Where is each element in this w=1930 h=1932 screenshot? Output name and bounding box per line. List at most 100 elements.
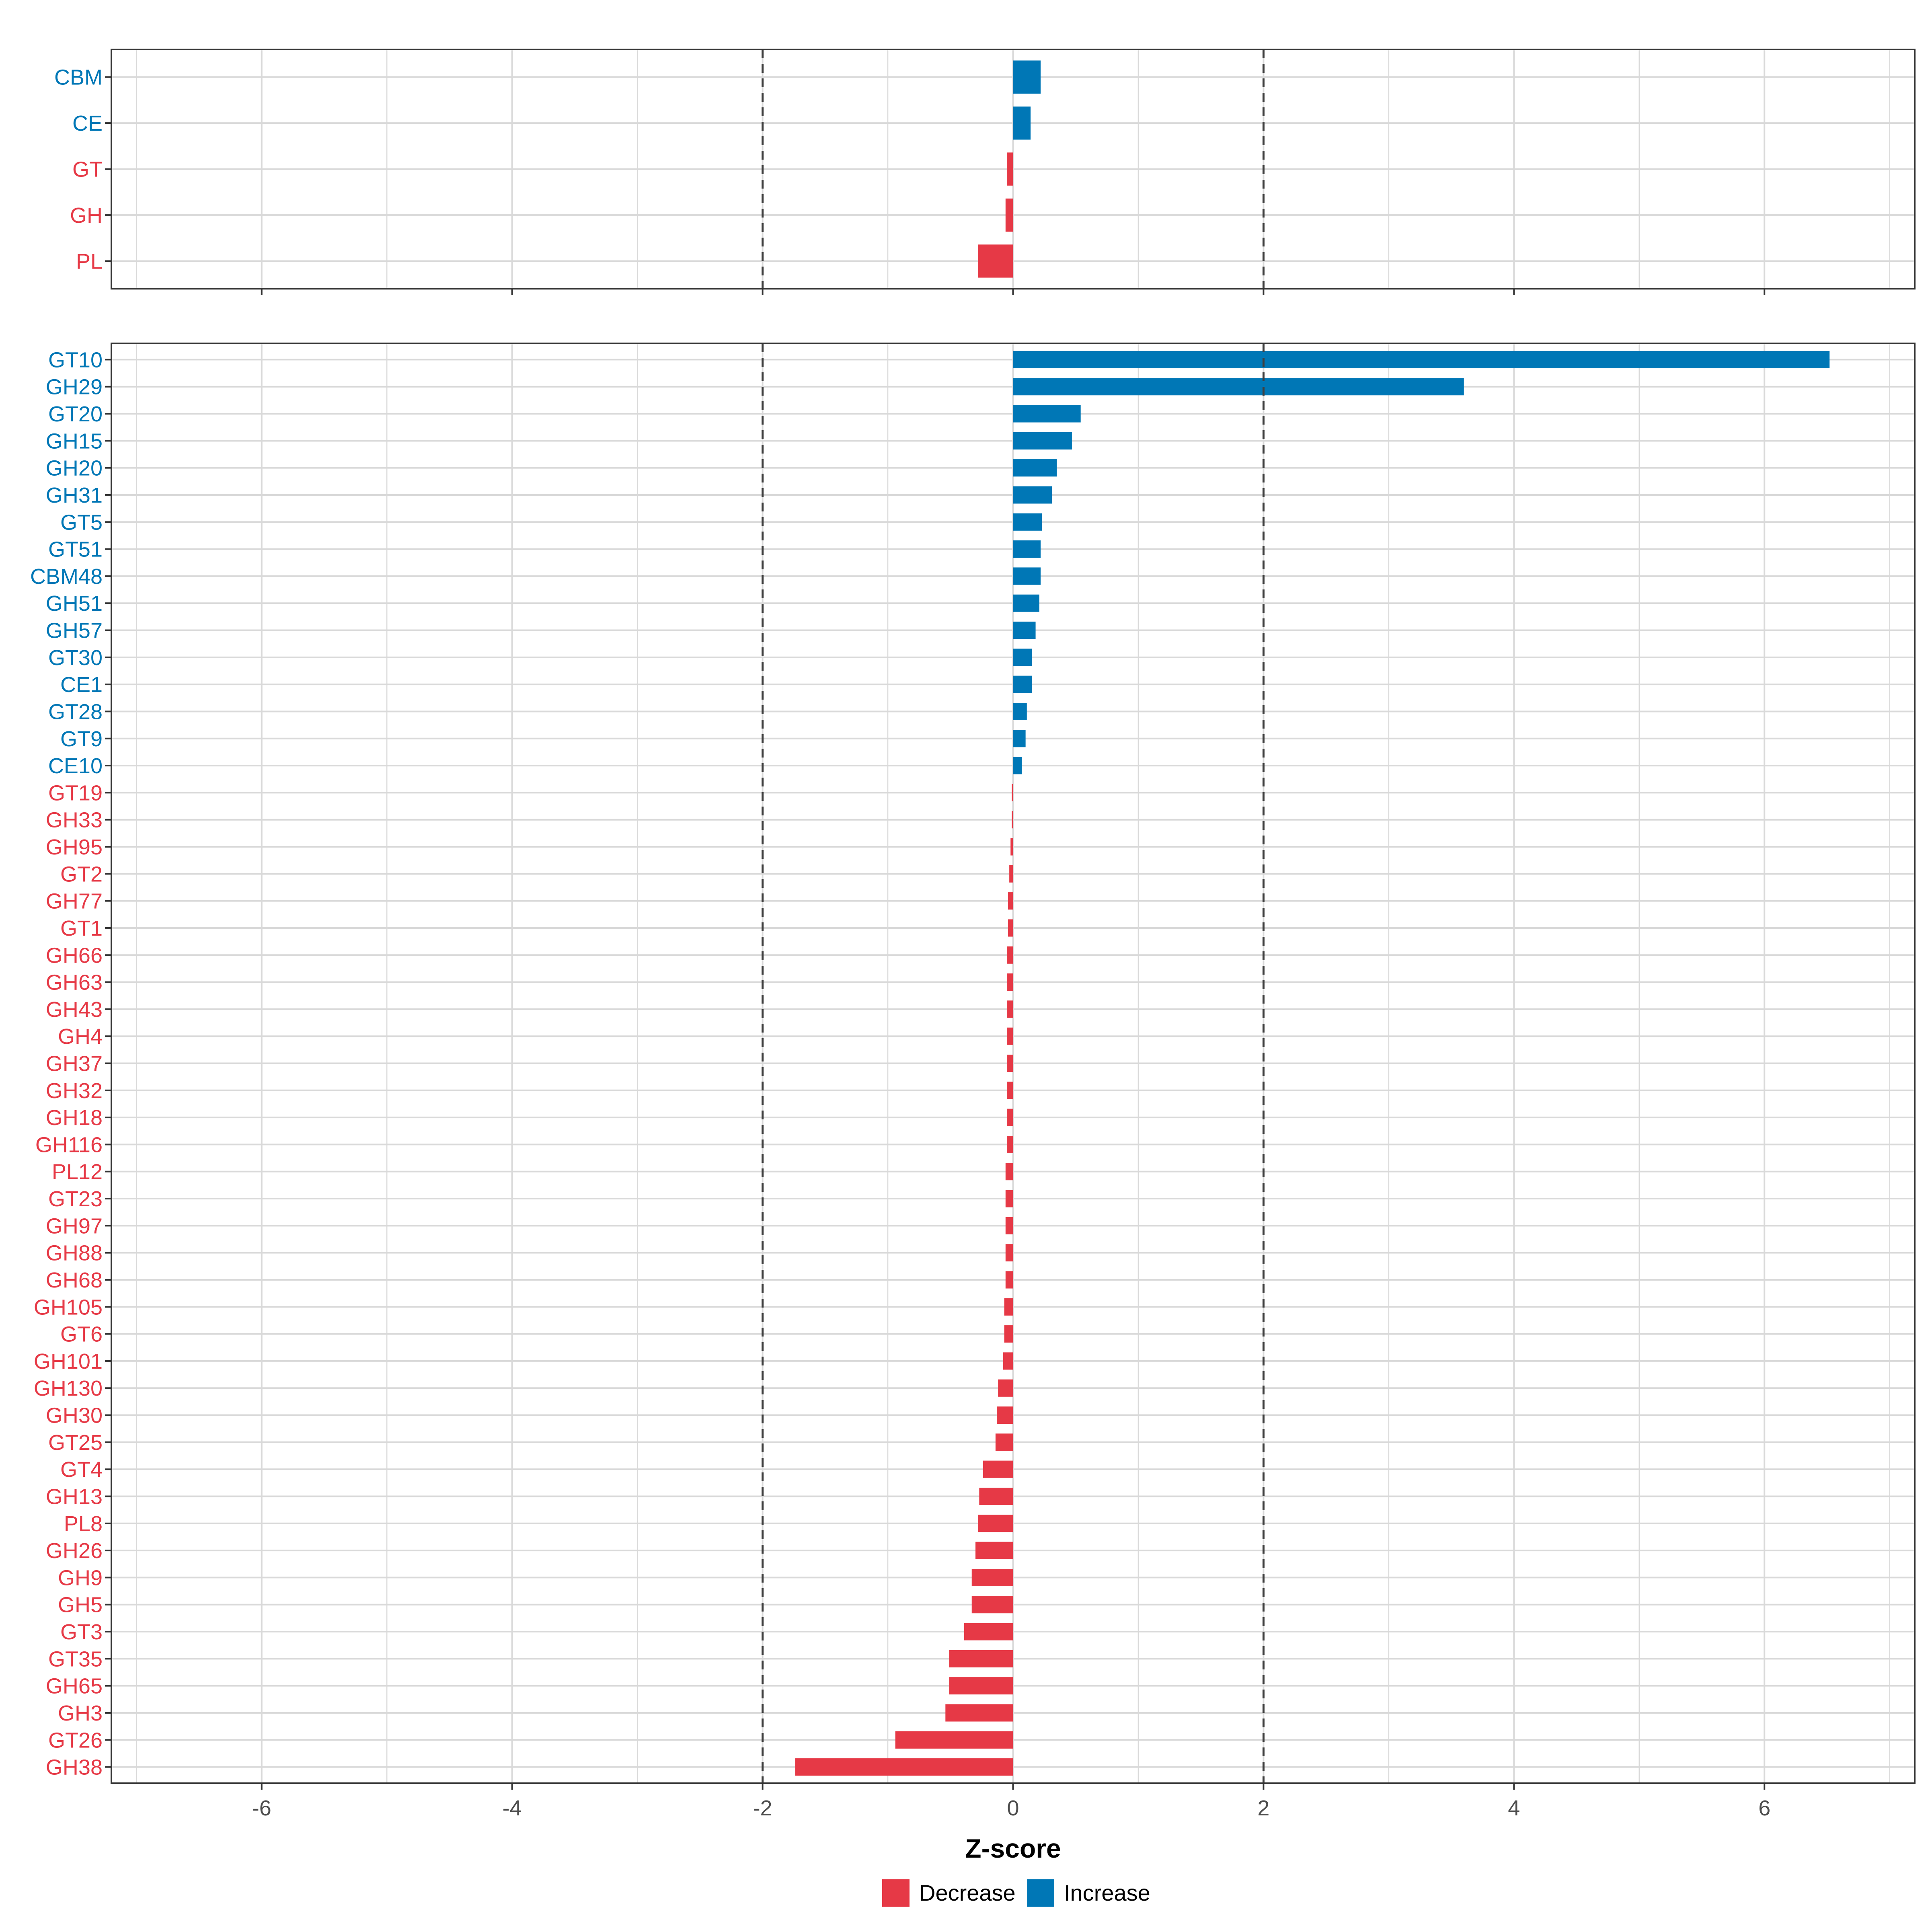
y-tick-label: GT2 <box>60 862 103 886</box>
bar-gt35 <box>949 1650 1013 1667</box>
y-tick-label: PL8 <box>64 1512 103 1536</box>
bar-gh51 <box>1013 594 1039 612</box>
y-tick-label: GT5 <box>60 510 103 534</box>
bar-gh15 <box>1013 432 1072 450</box>
y-tick-label: GH3 <box>58 1701 103 1725</box>
y-tick-label: GH97 <box>46 1214 103 1238</box>
bar-gt28 <box>1013 702 1027 720</box>
y-tick-label: GT10 <box>48 348 103 372</box>
y-tick-label: CBM48 <box>30 565 103 589</box>
y-tick-label: GH68 <box>46 1268 103 1292</box>
bar-gh105 <box>1004 1298 1013 1316</box>
bar-gt2 <box>1009 865 1013 883</box>
bar-gh26 <box>975 1542 1013 1559</box>
bar-gh13 <box>979 1487 1013 1505</box>
bar-gh65 <box>949 1677 1013 1695</box>
legend-label-increase: Increase <box>1064 1880 1150 1905</box>
y-tick-label: GH57 <box>46 619 103 643</box>
bar-gt9 <box>1013 730 1026 747</box>
bar-gh130 <box>998 1379 1013 1397</box>
bar-gt10 <box>1013 351 1830 368</box>
bar-gt26 <box>895 1731 1013 1749</box>
x-axis: -6 -4 -2 0 2 4 6 <box>252 1796 1771 1820</box>
y-tick-label: GH130 <box>34 1376 103 1400</box>
bar-gh43 <box>1006 1000 1013 1018</box>
x-tick-label: 6 <box>1758 1796 1770 1820</box>
y-tick-label: GT6 <box>60 1322 103 1347</box>
bar-gh63 <box>1006 973 1013 991</box>
bar-gh101 <box>1003 1352 1013 1370</box>
y-tick-label: GT30 <box>48 646 103 670</box>
legend-label-decrease: Decrease <box>919 1880 1016 1905</box>
x-tick-label: 4 <box>1508 1796 1520 1820</box>
bar-gt25 <box>995 1433 1013 1451</box>
y-tick-label: GT23 <box>48 1187 103 1211</box>
bar-ce1 <box>1013 675 1032 693</box>
bars <box>795 351 1830 1776</box>
bar-gh29 <box>1013 378 1464 396</box>
x-tick-label: 0 <box>1007 1796 1019 1820</box>
legend-swatch-increase <box>1027 1879 1054 1907</box>
y-tick-label: GH37 <box>46 1052 103 1076</box>
legend: Decrease Increase <box>882 1879 1150 1907</box>
y-tick-label: GT1 <box>60 916 103 940</box>
bar-gh18 <box>1006 1109 1013 1126</box>
bar-gh57 <box>1013 621 1036 639</box>
y-tick-label: PL <box>76 249 103 273</box>
y-tick-label: GT51 <box>48 538 103 562</box>
y-tick-label: CE <box>72 111 103 136</box>
x-axis-title: Z-score <box>965 1833 1061 1863</box>
x-tick-label: 2 <box>1257 1796 1269 1820</box>
y-tick-label: GH38 <box>46 1755 103 1780</box>
bar-pl <box>978 244 1013 278</box>
y-tick-label: CBM <box>54 66 103 90</box>
y-tick-label: GH116 <box>35 1133 103 1157</box>
bars <box>978 60 1041 278</box>
bar-gh77 <box>1008 892 1013 910</box>
y-tick-label: CE10 <box>48 754 103 778</box>
y-tick-label: GH77 <box>46 889 103 914</box>
x-tick-label: -2 <box>753 1796 772 1820</box>
bar-gt51 <box>1013 540 1041 558</box>
y-tick-label: GT <box>72 158 103 182</box>
bar-gt6 <box>1004 1325 1013 1343</box>
bar-gh5 <box>971 1596 1013 1614</box>
y-tick-label: CE1 <box>60 673 103 697</box>
x-tick-label: -6 <box>252 1796 271 1820</box>
bar-gt4 <box>983 1460 1013 1478</box>
y-tick-label: GH33 <box>46 808 103 832</box>
bar-gh30 <box>997 1406 1013 1424</box>
bar-gh20 <box>1013 459 1057 477</box>
bar-gh <box>1005 198 1013 232</box>
y-tick-label: GH15 <box>46 429 103 453</box>
bar-gt23 <box>1005 1190 1013 1207</box>
bar-ce10 <box>1013 757 1022 774</box>
bar-gt19 <box>1012 784 1013 801</box>
y-tick-label: GT20 <box>48 402 103 426</box>
y-tick-label: GH5 <box>58 1593 103 1617</box>
y-tick-label: GH26 <box>46 1539 103 1563</box>
y-tick-label: GH51 <box>46 591 103 616</box>
bar-ce <box>1013 106 1031 140</box>
bar-gh31 <box>1013 486 1052 504</box>
y-tick-label: GT4 <box>60 1458 103 1482</box>
bar-gh88 <box>1005 1244 1013 1262</box>
y-tick-label: GH32 <box>46 1079 103 1103</box>
bar-gh33 <box>1012 811 1013 829</box>
bar-cbm48 <box>1013 567 1041 585</box>
y-tick-label: GT3 <box>60 1620 103 1644</box>
y-tick-label: GT9 <box>60 727 103 751</box>
bar-gh66 <box>1006 946 1013 964</box>
bar-gt3 <box>964 1623 1013 1640</box>
bar-gh4 <box>1006 1027 1013 1045</box>
y-tick-label: GH43 <box>46 998 103 1022</box>
bar-gh3 <box>945 1704 1013 1722</box>
bar-cbm <box>1013 60 1041 94</box>
bar-gt1 <box>1008 919 1013 937</box>
y-tick-label: PL12 <box>52 1160 103 1184</box>
y-tick-label: GH9 <box>58 1566 103 1590</box>
y-tick-label: GT26 <box>48 1728 103 1752</box>
y-tick-label: GH65 <box>46 1674 103 1698</box>
y-tick-label: GH66 <box>46 943 103 967</box>
y-tick-label: GH31 <box>46 483 103 507</box>
